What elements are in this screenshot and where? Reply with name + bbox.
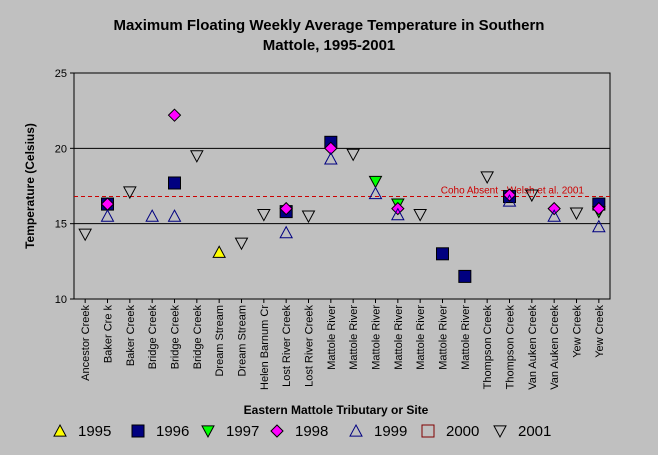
data-point-2001 xyxy=(346,148,361,162)
x-tick-label: Thompson Creek xyxy=(505,305,517,390)
data-point-2001 xyxy=(189,150,204,163)
legend-label-2000: 2000 xyxy=(446,423,479,440)
data-point-1999 xyxy=(100,209,115,222)
data-point-1998 xyxy=(547,201,561,216)
data-point-1999 xyxy=(167,209,182,222)
x-tick-label: Mattole River xyxy=(415,305,427,370)
legend: 1995 1996 1997 1998 1999 2000 2001 xyxy=(53,423,551,440)
data-point-1996 xyxy=(436,247,449,261)
data-point-1996 xyxy=(458,269,472,283)
chart-title-line-2: Mattole, 1995-2001 xyxy=(263,37,396,54)
plot-area xyxy=(73,72,611,300)
x-tick-label: Van Auken Creek xyxy=(527,305,539,390)
legend-label-1996: 1996 xyxy=(156,423,189,440)
x-tick-label: Yew Creek xyxy=(572,305,584,358)
x-axis-ticks: Ancestor Creek Baker Cre k Baker Creek Brid… xyxy=(80,299,606,390)
data-point-1999 xyxy=(390,207,405,221)
legend-marker-2000 xyxy=(421,424,435,438)
y-tick-label: 20 xyxy=(55,143,67,155)
data-point-1999 xyxy=(368,186,383,200)
data-point-1997 xyxy=(368,175,383,189)
data-point-1998 xyxy=(592,201,606,216)
data-point-2001 xyxy=(569,207,584,221)
data-point-1999 xyxy=(591,219,606,233)
data-point-2001 xyxy=(78,228,93,242)
data-points xyxy=(78,108,606,283)
x-axis-label: Eastern Mattole Tributary or Site xyxy=(244,403,429,417)
x-tick-label: Helen Barnum Cr xyxy=(259,305,271,390)
data-point-1999 xyxy=(323,151,338,165)
y-axis-label: Temperature (Celsius) xyxy=(23,123,37,249)
data-point-1999 xyxy=(145,209,160,222)
legend-marker-1998 xyxy=(270,424,284,438)
data-point-1998 xyxy=(279,201,293,216)
legend-label-1995: 1995 xyxy=(78,423,111,440)
x-tick-label: Lost River Creek xyxy=(281,305,293,387)
x-tick-label: Thompson Creek xyxy=(482,305,494,390)
legend-marker-1995 xyxy=(53,423,67,437)
y-axis-ticks: 10 15 20 25 xyxy=(55,68,74,306)
chart-title-line-1: Maximum Floating Weekly Average Temperat… xyxy=(114,17,545,34)
data-point-2001 xyxy=(234,237,249,251)
x-tick-label: Mattole River xyxy=(460,305,472,370)
x-tick-label: Bridge Creek xyxy=(147,305,159,370)
x-tick-label: Yew Creek xyxy=(594,305,606,358)
legend-marker-1999 xyxy=(349,423,363,437)
data-point-1999 xyxy=(502,194,517,207)
x-tick-label: Mattole River xyxy=(438,305,450,370)
data-point-1998 xyxy=(324,141,338,156)
data-point-2001 xyxy=(413,209,428,222)
y-tick-label: 25 xyxy=(55,68,67,80)
legend-marker-1996 xyxy=(131,424,145,438)
x-tick-label: Lost River Creek xyxy=(304,305,316,387)
x-tick-label: Baker Cre k xyxy=(103,305,115,364)
legend-label-1999: 1999 xyxy=(374,423,407,440)
legend-label-1998: 1998 xyxy=(295,423,328,440)
x-tick-label: Dream Stream xyxy=(237,305,249,377)
x-tick-label: Mattole River xyxy=(348,305,360,370)
x-tick-label: Mattole River xyxy=(371,305,383,370)
data-point-2001 xyxy=(524,189,539,203)
y-tick-label: 15 xyxy=(55,219,67,231)
x-tick-label: Mattole River xyxy=(326,305,338,370)
x-tick-label: Baker Creek xyxy=(125,305,137,367)
data-point-1999 xyxy=(547,209,562,222)
x-tick-label: Van Auken Creek xyxy=(549,305,561,390)
data-point-1998 xyxy=(167,108,182,122)
x-tick-label: Mattole River xyxy=(393,305,405,370)
x-tick-label: Dream Stream xyxy=(214,305,226,377)
legend-label-1997: 1997 xyxy=(226,423,259,440)
x-tick-label: Bridge Creek xyxy=(170,305,182,370)
data-point-2001 xyxy=(256,209,271,222)
data-point-1996 xyxy=(168,176,181,190)
data-point-2001 xyxy=(301,210,316,224)
data-point-1995 xyxy=(212,245,227,258)
data-point-2001 xyxy=(122,186,137,200)
legend-marker-2001 xyxy=(493,425,507,439)
grid-lines xyxy=(74,147,610,225)
data-point-2001 xyxy=(480,171,495,185)
data-point-1999 xyxy=(279,225,294,239)
x-tick-label: Ancestor Creek xyxy=(80,305,92,381)
legend-marker-1997 xyxy=(201,425,215,439)
y-tick-label: 10 xyxy=(55,294,67,306)
legend-label-2001: 2001 xyxy=(518,423,551,440)
x-tick-label: Bridge Creek xyxy=(192,305,204,370)
